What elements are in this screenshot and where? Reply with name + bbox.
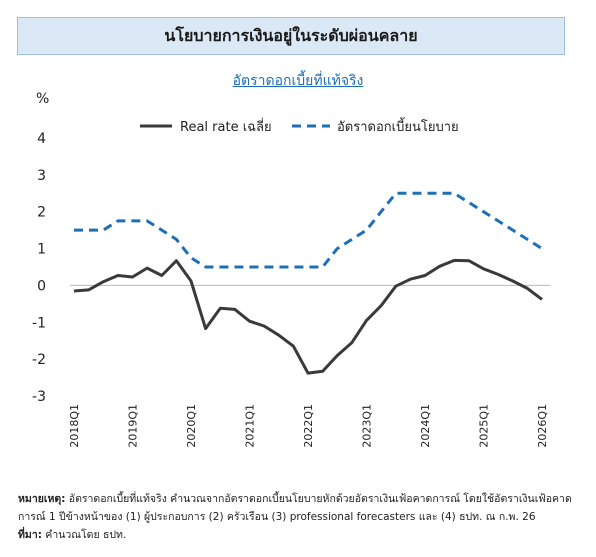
series-line-2 bbox=[74, 191, 543, 269]
chart-title-box: นโยบายการเงินอยู่ในระดับผ่อนคลาย bbox=[17, 17, 565, 55]
x-tick-label: 2022Q1 bbox=[302, 404, 315, 448]
y-axis-unit-label: % bbox=[36, 91, 49, 107]
y-tick-label: 4 bbox=[37, 131, 46, 147]
x-tick-label: 2024Q1 bbox=[419, 404, 432, 448]
source-text: คำนวณโดย ธปท. bbox=[41, 529, 127, 541]
series-line-1 bbox=[73, 258, 543, 375]
legend-label-1: Real rate เฉลี่ย bbox=[180, 118, 272, 135]
x-tick-label: 2021Q1 bbox=[244, 404, 257, 448]
y-tick-label: -3 bbox=[32, 389, 46, 405]
legend-label-2: อัตราดอกเบี้ยนโยบาย bbox=[337, 117, 459, 135]
x-tick-label: 2026Q1 bbox=[536, 404, 549, 448]
x-tick-label: 2023Q1 bbox=[361, 404, 374, 448]
chart-subtitle: อัตราดอกเบี้ยที่แท้จริง bbox=[232, 73, 364, 89]
chart-title: นโยบายการเงินอยู่ในระดับผ่อนคลาย bbox=[164, 25, 418, 45]
note-label: หมายเหตุ: bbox=[18, 493, 66, 505]
x-tick-label: 2020Q1 bbox=[185, 404, 198, 448]
y-tick-label: 1 bbox=[37, 242, 46, 258]
x-tick-label: 2019Q1 bbox=[127, 404, 140, 448]
footnote: หมายเหตุ: อัตราดอกเบี้ยที่แท้จริง คำนวณจ… bbox=[18, 490, 588, 544]
x-tick-label: 2025Q1 bbox=[478, 404, 491, 448]
source-label: ที่มา: bbox=[18, 529, 42, 541]
y-tick-label: -2 bbox=[32, 352, 46, 368]
y-tick-label: 3 bbox=[37, 168, 46, 184]
y-tick-label: -1 bbox=[32, 315, 46, 331]
x-tick-label: 2018Q1 bbox=[68, 404, 81, 448]
y-tick-label: 2 bbox=[37, 205, 46, 221]
line-chart: % 4 3 2 1 0 -1 -2 -3 2018Q1 2019Q1 2020Q1 2021Q1 2022… bbox=[32, 91, 550, 448]
note-text: อัตราดอกเบี้ยที่แท้จริง คำนวณจากอัตราดอก… bbox=[18, 493, 572, 523]
y-tick-label: 0 bbox=[37, 278, 46, 294]
